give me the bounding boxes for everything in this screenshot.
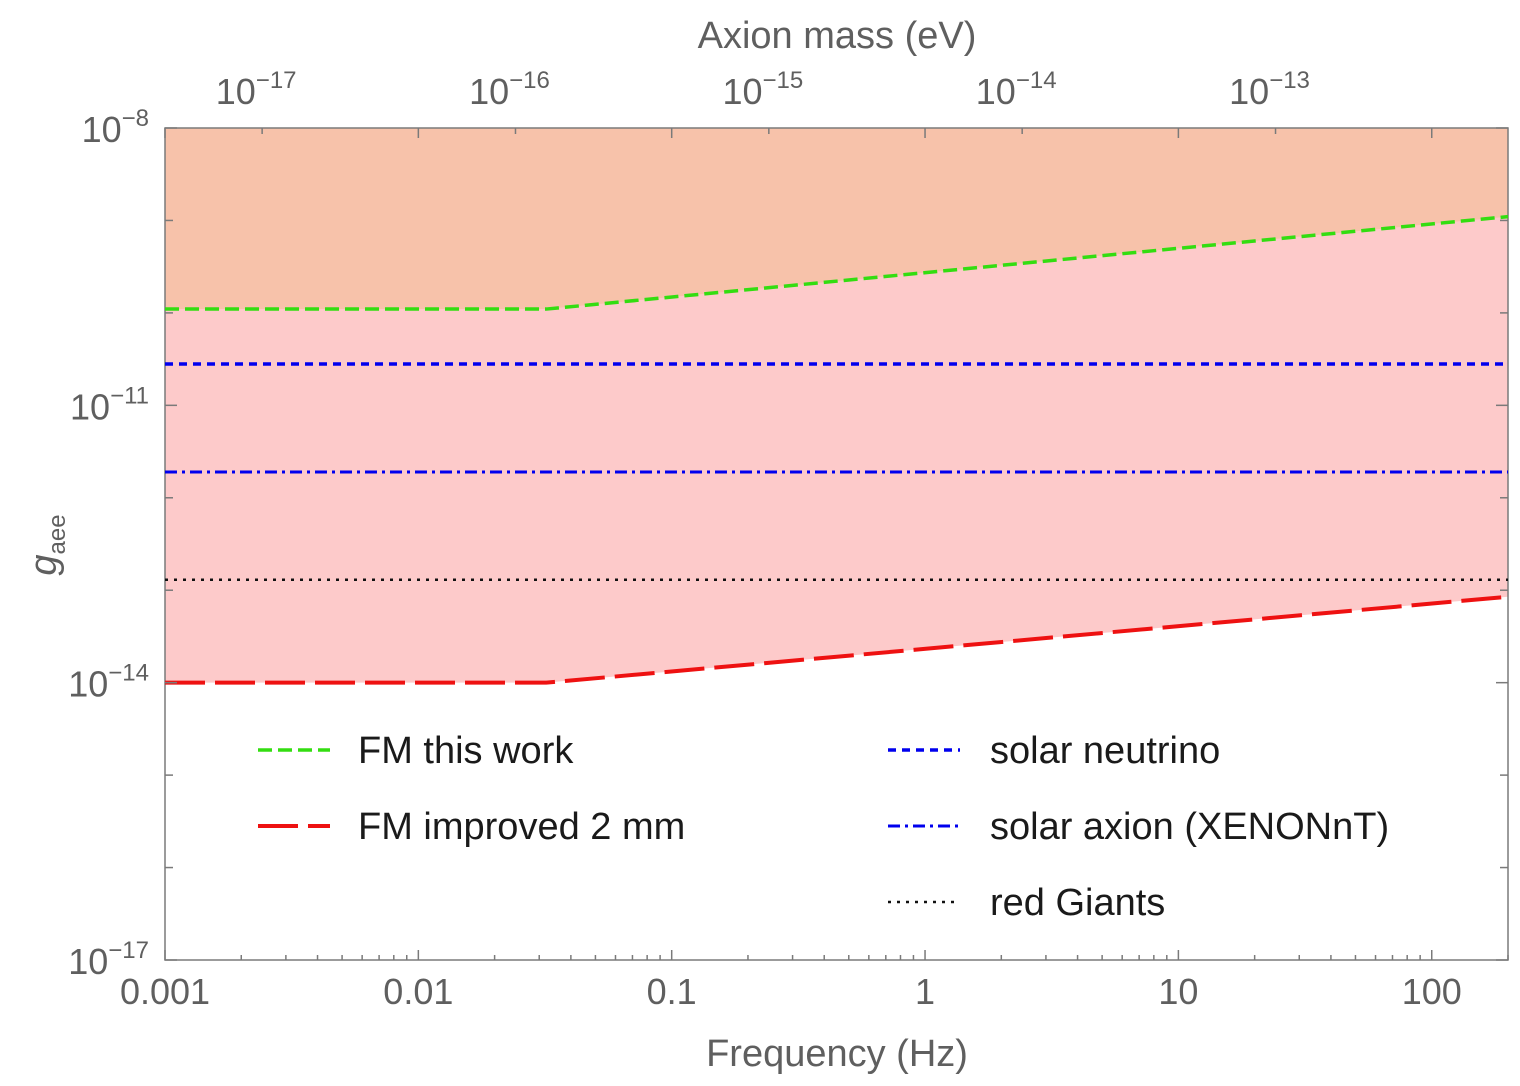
y-tick-label: 10−14 [68, 660, 149, 705]
top-tick-label: 10−17 [216, 67, 297, 112]
tick-labels: 0.001 0.01 0.1 1 10 100 10−8 10−11 10−14 10−17 10−… [68, 67, 1462, 1012]
svg-text:gaee: gaee [23, 514, 71, 575]
series-line-fm-this-work [165, 214, 1509, 311]
legend: FM this work FM improved 2 mm solar neutri… [258, 730, 1389, 924]
x-tick-label: 10 [1158, 971, 1198, 1012]
legend-label: solar axion (XENONnT) [990, 806, 1389, 848]
legend-label: FM this work [358, 730, 574, 772]
y-tick-label: 10−17 [68, 937, 149, 982]
plot-border [164, 127, 1509, 961]
top-tick-label: 10−13 [1229, 67, 1310, 112]
x-tick-label: 1 [915, 971, 935, 1012]
x-tick-label: 100 [1402, 971, 1462, 1012]
y-tick-label: 10−11 [70, 382, 149, 427]
fill-region-0 [165, 128, 1508, 310]
fill-regions [165, 128, 1508, 683]
x-axis-title: Frequency (Hz) [706, 1033, 968, 1075]
y-tick-label: 10−8 [82, 105, 149, 150]
y-axis-title: gaee [23, 514, 71, 575]
top-tick-label: 10−14 [976, 67, 1057, 112]
y-axis-title-sub: aee [44, 514, 71, 554]
top-tick-label: 10−15 [722, 67, 803, 112]
top-axis-title: Axion mass (eV) [698, 15, 977, 57]
plot-frame [164, 127, 1509, 961]
series-lines [165, 214, 1509, 685]
x-tick-label: 0.1 [647, 971, 697, 1012]
top-tick-label: 10−16 [469, 67, 550, 112]
tick-marks [164, 127, 1509, 961]
x-tick-label: 0.001 [120, 971, 210, 1012]
legend-label: FM improved 2 mm [358, 806, 685, 848]
y-axis-title-main: g [23, 554, 65, 575]
series-line-fm-improved-2-mm [165, 594, 1509, 685]
legend-label: solar neutrino [990, 730, 1220, 772]
legend-label: red Giants [990, 882, 1165, 924]
x-tick-label: 0.01 [383, 971, 453, 1012]
